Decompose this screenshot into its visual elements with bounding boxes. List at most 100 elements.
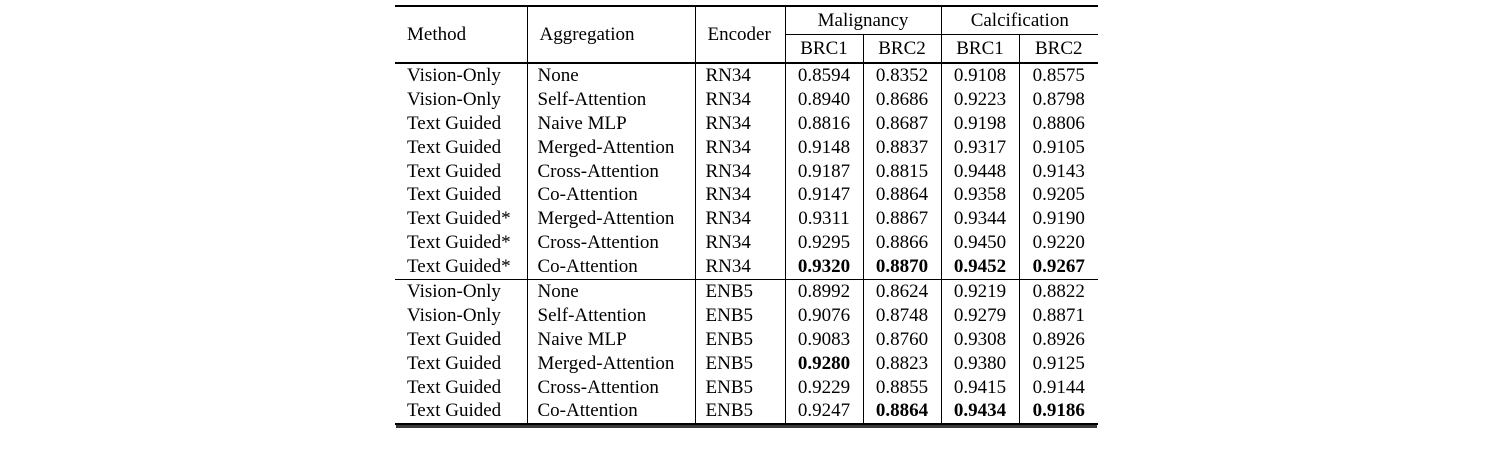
cell-aggregation: Cross-Attention — [526, 231, 695, 256]
cell-value: 0.9108 — [940, 63, 1020, 88]
cell-value: 0.8594 — [784, 63, 863, 88]
cell-value: 0.8748 — [862, 303, 942, 328]
cell-method: Text Guided* — [407, 232, 511, 254]
cell-method: Vision-Only — [407, 64, 501, 86]
cell-value: 0.9198 — [940, 111, 1020, 136]
cell-value: 0.8870 — [862, 255, 942, 280]
col-header-calcification-brc2: BRC2 — [1018, 34, 1099, 63]
cell-aggregation: Merged-Attention — [526, 207, 695, 232]
cell-aggregation: Naive MLP — [526, 327, 695, 352]
cell-encoder: RN34 — [694, 63, 785, 88]
cell-value: 0.9125 — [1018, 351, 1099, 376]
cell-method: Text Guided* — [407, 208, 511, 230]
table-row: Vision-Only None RN34 0.8594 0.8352 0.9108 0.8… — [395, 63, 1099, 88]
cell-value: 0.8822 — [1018, 279, 1099, 304]
col-group-malignancy: Malignancy — [784, 6, 942, 35]
cell-method: Vision-Only — [395, 279, 527, 304]
cell-aggregation: Merged-Attention — [526, 351, 695, 376]
cell-encoder: ENB5 — [694, 375, 785, 400]
cell-aggregation: Cross-Attention — [526, 375, 695, 400]
cell-value: 0.8624 — [862, 279, 942, 304]
cell-value: 0.9105 — [1018, 135, 1099, 160]
cell-encoder: RN34 — [694, 231, 785, 256]
cell-aggregation: Self-Attention — [526, 87, 695, 112]
cell-value: 0.9229 — [784, 375, 863, 400]
cell-method: Text Guided — [407, 376, 502, 398]
cell-encoder: ENB5 — [694, 399, 785, 425]
cell-encoder: RN34 — [694, 135, 785, 160]
cell-value: 0.8855 — [862, 375, 942, 400]
cell-value: 0.9452 — [940, 255, 1020, 280]
header-row-groups: Method Aggregation Encoder Malignancy Ca… — [395, 6, 1099, 63]
col-header-encoder: Encoder — [694, 6, 785, 63]
cell-method: Text Guided — [407, 352, 502, 374]
cell-value: 0.9223 — [940, 87, 1020, 112]
cell-value: 0.9279 — [940, 303, 1020, 328]
cell-encoder: RN34 — [694, 87, 785, 112]
cell-method: Text Guided — [407, 160, 502, 182]
cell-value: 0.9380 — [940, 351, 1020, 376]
cell-aggregation: Naive MLP — [526, 111, 695, 136]
col-header-method: Method — [407, 23, 467, 45]
table-row: Text Guided* Co-Attention RN34 0.9320 0.8870… — [395, 255, 1099, 280]
cell-value: 0.9267 — [1018, 255, 1099, 280]
table-row: Text Guided Co-Attention RN34 0.9147 0.8864 0… — [395, 183, 1099, 208]
cell-value: 0.8815 — [862, 159, 942, 184]
cell-encoder: RN34 — [694, 255, 785, 280]
cell-encoder: RN34 — [694, 159, 785, 184]
cell-encoder: ENB5 — [694, 327, 785, 352]
table-row: Text Guided* Cross-Attention RN34 0.9295 0.8… — [395, 231, 1099, 256]
cell-value: 0.9247 — [784, 399, 863, 425]
cell-value: 0.8992 — [784, 279, 863, 304]
header-row-subcolumns: BRC1 BRC2 BRC1 BRC2 — [395, 34, 1099, 63]
cell-value: 0.9450 — [940, 231, 1020, 256]
table-row: Text Guided Merged-Attention ENB5 0.9280 0.8… — [395, 351, 1099, 376]
cell-value: 0.9220 — [1018, 231, 1099, 256]
cell-value: 0.8816 — [784, 111, 863, 136]
cell-method: Text Guided* — [407, 256, 511, 278]
cell-value: 0.9358 — [940, 183, 1020, 208]
cell-method: Text Guided — [407, 328, 502, 350]
cell-value: 0.8687 — [862, 111, 942, 136]
cell-value: 0.8864 — [862, 183, 942, 208]
cell-encoder: ENB5 — [694, 351, 785, 376]
cell-aggregation: Co-Attention — [526, 255, 695, 280]
cell-value: 0.9219 — [940, 279, 1020, 304]
cell-value: 0.9280 — [784, 351, 863, 376]
table-row: Text Guided Naive MLP RN34 0.8816 0.8687 0.91… — [395, 111, 1099, 136]
cell-value: 0.9415 — [940, 375, 1020, 400]
cell-method: Text Guided — [407, 184, 502, 206]
cell-value: 0.9317 — [940, 135, 1020, 160]
col-group-calcification: Calcification — [940, 6, 1099, 35]
cell-value: 0.9320 — [784, 255, 863, 280]
cell-method: Text Guided — [407, 400, 502, 422]
table-row: Vision-Only None ENB5 0.8992 0.8624 0.9219 0.8… — [395, 279, 1099, 304]
cell-value: 0.8575 — [1018, 63, 1099, 88]
cell-value: 0.9308 — [940, 327, 1020, 352]
col-header-aggregation: Aggregation — [526, 6, 695, 63]
cell-aggregation: Cross-Attention — [526, 159, 695, 184]
cell-value: 0.9205 — [1018, 183, 1099, 208]
cell-value: 0.9076 — [784, 303, 863, 328]
cell-value: 0.8798 — [1018, 87, 1099, 112]
cell-method: Vision-Only — [407, 304, 501, 326]
cell-value: 0.8352 — [862, 63, 942, 88]
cell-method: Text Guided — [407, 112, 502, 134]
table-row: Vision-Only Self-Attention RN34 0.8940 0.868… — [395, 87, 1099, 112]
cell-aggregation: Co-Attention — [526, 399, 695, 425]
col-header-malignancy-brc1: BRC1 — [784, 34, 863, 63]
col-header-malignancy-brc2: BRC2 — [862, 34, 942, 63]
cell-aggregation: None — [526, 279, 695, 304]
cell-value: 0.8940 — [784, 87, 863, 112]
cell-aggregation: Merged-Attention — [526, 135, 695, 160]
table-row: Text Guided Co-Attention ENB5 0.9247 0.8864 0… — [395, 399, 1099, 425]
cell-value: 0.9187 — [784, 159, 863, 184]
cell-value: 0.8864 — [862, 399, 942, 425]
cell-aggregation: Self-Attention — [526, 303, 695, 328]
cell-value: 0.9148 — [784, 135, 863, 160]
cell-encoder: ENB5 — [694, 303, 785, 328]
cell-value: 0.9147 — [784, 183, 863, 208]
cell-value: 0.8806 — [1018, 111, 1099, 136]
table-body: Vision-Only None RN34 0.8594 0.8352 0.9108 0.8… — [395, 63, 1099, 425]
